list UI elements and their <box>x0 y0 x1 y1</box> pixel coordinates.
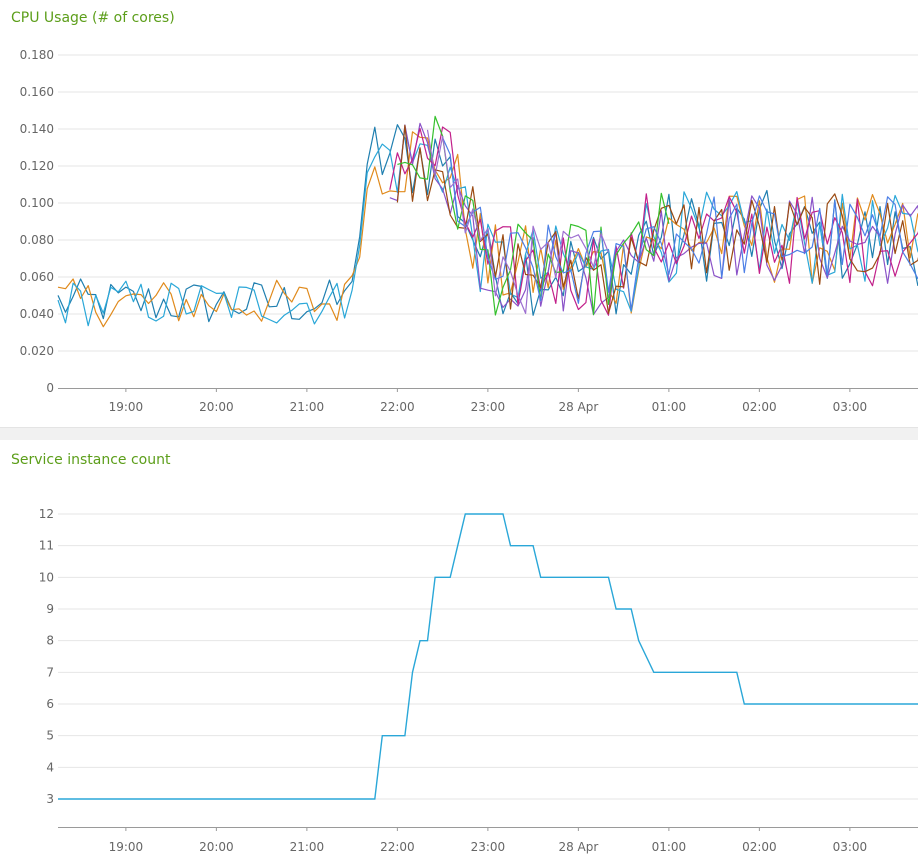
cpu-series-line-2 <box>57 131 918 328</box>
panel-separator <box>0 427 918 441</box>
cpu-series-line-3 <box>57 127 918 327</box>
inst-y-tick-label: 12 <box>39 507 54 521</box>
cpu-y-tick-label: 0.180 <box>20 48 54 62</box>
inst-y-tick-label: 6 <box>46 697 54 711</box>
cpu-usage-chart: 0 0.020 0.040 0.060 0.080 0.100 0.120 0.140 0.16… <box>20 48 918 414</box>
inst-y-tick-label: 10 <box>39 570 54 584</box>
cpu-x-tick-label: 20:00 <box>199 400 234 414</box>
cpu-x-tick-label: 28 Apr <box>558 400 598 414</box>
cpu-y-tick-label: 0.120 <box>20 159 54 173</box>
cpu-y-tick-label: 0.080 <box>20 233 54 247</box>
cpu-x-tick-label: 01:00 <box>652 400 687 414</box>
cpu-x-tick-label: 23:00 <box>471 400 506 414</box>
cpu-series-line-8 <box>442 137 918 311</box>
cpu-x-tick-label: 02:00 <box>742 400 777 414</box>
inst-x-tick-label: 03:00 <box>833 840 868 854</box>
inst-x-tick-label: 02:00 <box>742 840 777 854</box>
cpu-y-tick-label: 0 <box>46 381 54 395</box>
inst-y-tick-label: 3 <box>46 792 54 806</box>
cpu-x-tick-label: 21:00 <box>290 400 325 414</box>
inst-x-tick-label: 22:00 <box>380 840 415 854</box>
inst-y-tick-label: 7 <box>46 665 54 679</box>
cpu-usage-panel: CPU Usage (# of cores) 0 0.020 0.040 0.060 0… <box>0 0 918 427</box>
cpu-y-tick-label: 0.040 <box>20 307 54 321</box>
cpu-series-line-5 <box>389 126 918 316</box>
inst-y-tick-label: 8 <box>46 634 54 648</box>
inst-x-tick-label: 28 Apr <box>558 840 598 854</box>
cpu-y-tick-label: 0.140 <box>20 122 54 136</box>
instance-count-panel: Service instance count 3 4 5 6 7 8 9 10 11 12 19:0… <box>0 440 918 864</box>
cpu-x-tick-label: 22:00 <box>380 400 415 414</box>
cpu-x-tick-label: 19:00 <box>109 400 144 414</box>
instance-count-chart: 3 4 5 6 7 8 9 10 11 12 19:00 20:00 21:00 22:00 23:00 28… <box>39 507 918 854</box>
instance-count-line <box>58 513 918 800</box>
inst-x-tick-label: 19:00 <box>109 840 144 854</box>
inst-y-tick-label: 11 <box>39 539 54 553</box>
instance-count-title: Service instance count <box>11 452 171 468</box>
inst-x-tick-label: 01:00 <box>652 840 687 854</box>
inst-y-tick-label: 9 <box>46 602 54 616</box>
cpu-usage-title: CPU Usage (# of cores) <box>11 10 175 26</box>
cpu-x-tick-label: 03:00 <box>833 400 868 414</box>
inst-y-tick-label: 4 <box>46 760 54 774</box>
cpu-y-tick-label: 0.160 <box>20 85 54 99</box>
cpu-y-tick-label: 0.020 <box>20 344 54 358</box>
cpu-series-line-1 <box>57 124 918 323</box>
cpu-y-tick-label: 0.060 <box>20 270 54 284</box>
cpu-series-line-4 <box>389 122 918 316</box>
inst-y-tick-label: 5 <box>46 729 54 743</box>
inst-x-tick-label: 20:00 <box>199 840 234 854</box>
cpu-series-line-9 <box>426 129 610 314</box>
inst-x-tick-label: 23:00 <box>471 840 506 854</box>
inst-x-tick-label: 21:00 <box>290 840 325 854</box>
cpu-y-tick-label: 0.100 <box>20 196 54 210</box>
